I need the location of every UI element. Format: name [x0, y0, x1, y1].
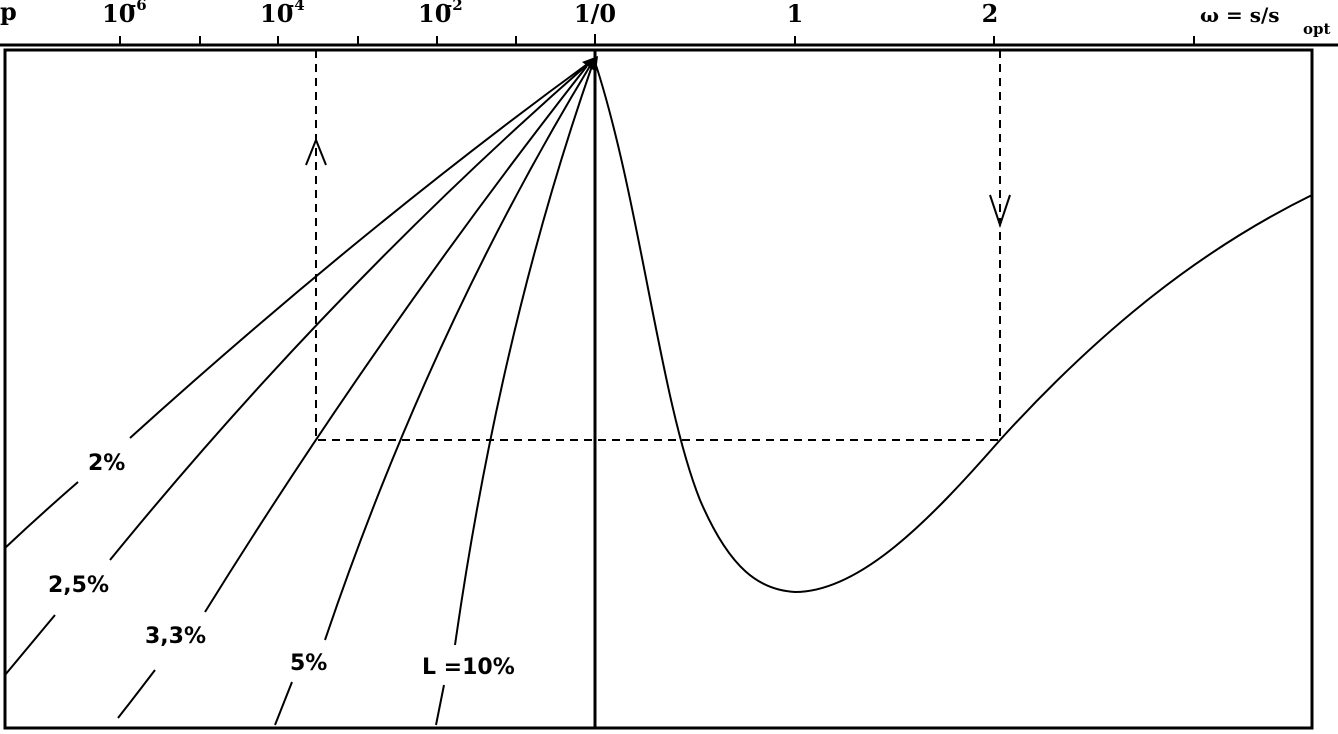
- curve-label: 3,3%: [145, 624, 206, 649]
- curve-label: 2,5%: [48, 573, 109, 598]
- apex: [582, 56, 598, 72]
- stroke: [435, 65, 593, 726]
- curve-label: L =10%: [422, 655, 515, 680]
- log-exp: -4: [288, 0, 305, 14]
- w-tick: 1: [787, 0, 804, 28]
- log-base: 10: [102, 0, 135, 28]
- stroke: [4, 61, 591, 549]
- log-exp: -6: [130, 0, 147, 14]
- stroke: [315, 50, 1001, 441]
- construction: [305, 50, 1011, 441]
- axis-ticks: [119, 34, 1195, 46]
- stroke: [989, 194, 1011, 229]
- loss-lines: [4, 61, 593, 726]
- stroke: [305, 137, 327, 166]
- curve-label: 5%: [290, 651, 327, 676]
- curve-label: 2%: [88, 451, 125, 476]
- omega-label: ω = s/s: [1200, 3, 1280, 27]
- stroke: [4, 63, 589, 676]
- frame: [3, 48, 1314, 730]
- log-base: 10: [418, 0, 451, 28]
- response-curve: [594, 61, 1313, 594]
- p-label: p: [0, 0, 17, 26]
- stroke: [117, 65, 588, 719]
- stroke: [274, 65, 591, 726]
- log-base: 10: [260, 0, 293, 28]
- center-label: 1/0: [574, 0, 616, 28]
- log-exp: -2: [446, 0, 463, 14]
- w-tick: 2: [982, 0, 999, 28]
- omega-sub: opt: [1303, 20, 1330, 38]
